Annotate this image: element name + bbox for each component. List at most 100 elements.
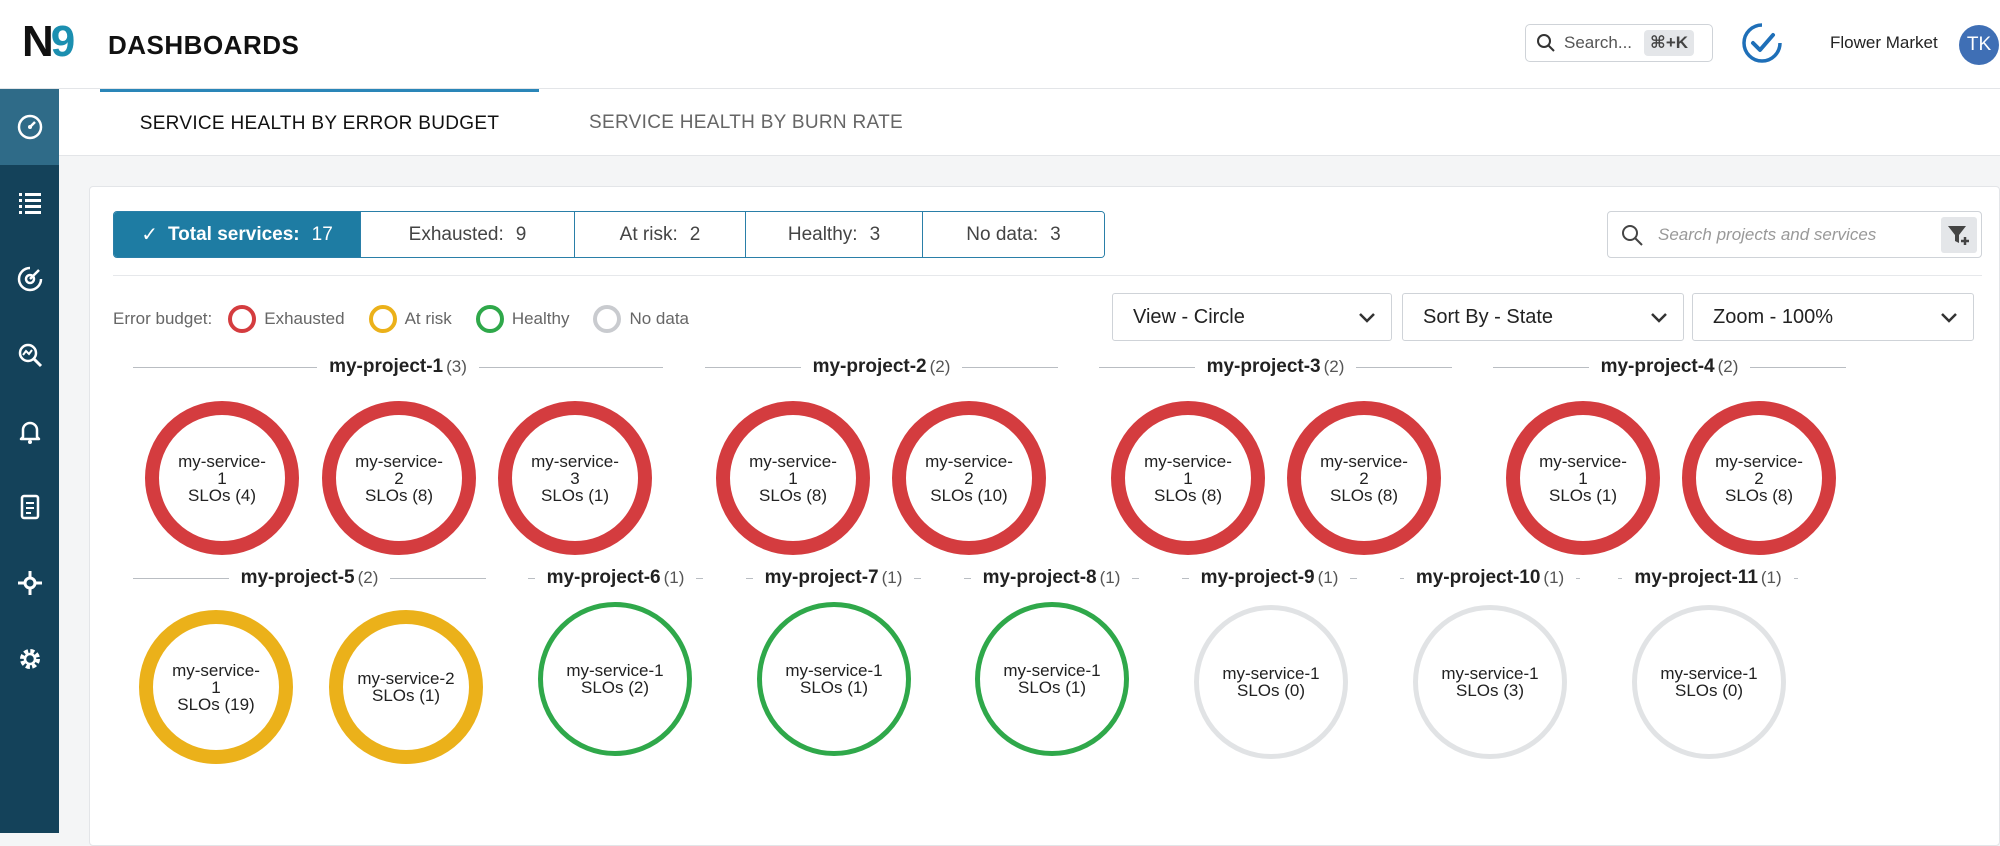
service-circle[interactable]: my-service-1 SLOs (19) <box>139 610 293 764</box>
divider <box>1132 577 1139 579</box>
error-budget-legend: Error budget: Exhausted At risk Healthy … <box>113 305 689 333</box>
integrations-icon <box>17 571 42 595</box>
filter-exhausted[interactable]: Exhausted: 9 <box>360 212 574 257</box>
project-group: my-project-6 (1) my-service-1 SLOs (2) <box>528 567 703 768</box>
service-circle[interactable]: my-service-1 SLOs (8) <box>1111 401 1265 555</box>
divider <box>133 366 318 368</box>
dashboard-gauge-icon <box>17 114 42 140</box>
search-icon <box>1537 34 1555 52</box>
divider <box>1576 577 1581 579</box>
divider <box>1356 366 1452 368</box>
project-name[interactable]: my-project-9 (1) <box>1200 567 1339 588</box>
divider <box>1618 577 1623 579</box>
project-group: my-project-10 (1) my-service-1 SLOs (3) <box>1400 567 1581 768</box>
divider <box>478 366 663 368</box>
chevron-down-icon <box>1359 313 1375 323</box>
legend-swatch <box>228 305 257 333</box>
service-circle[interactable]: my-service-1 SLOs (0) <box>1194 605 1348 759</box>
analyze-icon <box>18 343 42 368</box>
divider <box>746 577 753 579</box>
project-name[interactable]: my-project-2 (2) <box>812 356 951 377</box>
list-icon <box>18 193 41 214</box>
add-filter-button[interactable] <box>1941 217 1977 253</box>
sidebar-item-settings[interactable] <box>0 621 59 697</box>
project-name[interactable]: my-project-1 (3) <box>329 356 467 377</box>
zoom-dropdown[interactable]: Zoom - 100% <box>1692 293 1974 341</box>
filter-at-risk[interactable]: At risk: 2 <box>574 212 745 257</box>
status-check-icon[interactable] <box>1741 22 1783 64</box>
legend-swatch <box>475 305 504 333</box>
service-circle[interactable]: my-service-3 SLOs (1) <box>498 401 652 555</box>
divider <box>964 577 971 579</box>
legend-swatch <box>593 305 622 333</box>
nobl9-logo[interactable]: N9 <box>22 17 75 66</box>
project-name[interactable]: my-project-11 (1) <box>1634 567 1782 588</box>
project-search-placeholder: Search projects and services <box>1658 224 1877 244</box>
project-name[interactable]: my-project-8 (1) <box>982 567 1121 588</box>
project-group: my-project-9 (1) my-service-1 SLOs (0) <box>1182 567 1357 768</box>
filter-healthy[interactable]: Healthy: 3 <box>745 212 922 257</box>
service-circle[interactable]: my-service-2 SLOs (8) <box>1682 401 1836 555</box>
service-circle[interactable]: my-service-2 SLOs (10) <box>892 401 1046 555</box>
sidebar-item-dashboards[interactable] <box>0 89 59 165</box>
divider <box>914 577 921 579</box>
service-circle[interactable]: my-service-1 SLOs (1) <box>757 602 911 756</box>
sidebar-item-reports[interactable] <box>0 469 59 545</box>
project-name[interactable]: my-project-7 (1) <box>764 567 903 588</box>
project-name[interactable]: my-project-6 (1) <box>546 567 685 588</box>
legend-swatch <box>368 305 397 333</box>
sidebar-item-slo-oversight[interactable] <box>0 241 59 317</box>
filter-total-services[interactable]: ✓ Total services: 17 <box>114 212 360 257</box>
service-circle[interactable]: my-service-2 SLOs (8) <box>1287 401 1441 555</box>
service-circle[interactable]: my-service-1 SLOs (4) <box>145 401 299 555</box>
legend-item-at-risk: At risk <box>368 305 452 333</box>
settings-gear-icon <box>19 649 40 669</box>
project-name[interactable]: my-project-4 (2) <box>1600 356 1739 377</box>
view-dropdown[interactable]: View - Circle <box>1112 293 1392 341</box>
service-circle[interactable]: my-service-1 SLOs (1) <box>1506 401 1660 555</box>
global-search[interactable]: Search... ⌘+K <box>1525 24 1713 62</box>
tab-burn-rate[interactable]: SERVICE HEALTH BY BURN RATE <box>589 111 903 133</box>
project-name[interactable]: my-project-3 (2) <box>1206 356 1345 377</box>
sort-dropdown[interactable]: Sort By - State <box>1402 293 1684 341</box>
divider <box>390 577 486 579</box>
chevron-down-icon <box>1941 313 1957 323</box>
top-bar: N9 DASHBOARDS Search... ⌘+K Flower Marke… <box>0 0 2000 89</box>
divider <box>1400 577 1404 579</box>
state-filter-group: ✓ Total services: 17 Exhausted: 9 At risk: 2… <box>113 211 1105 258</box>
project-group: my-project-11 (1) my-service-1 SLOs (0) <box>1618 567 1799 768</box>
divider <box>1793 577 1799 579</box>
project-name[interactable]: my-project-5 (2) <box>240 567 379 588</box>
sidebar-item-service-catalog[interactable] <box>0 165 59 241</box>
tab-error-budget[interactable]: SERVICE HEALTH BY ERROR BUDGET <box>100 89 539 156</box>
divider <box>1099 366 1195 368</box>
divider <box>1750 366 1846 368</box>
global-search-placeholder: Search... <box>1564 33 1633 52</box>
divider <box>1350 577 1357 579</box>
chevron-down-icon <box>1651 313 1667 323</box>
service-circle[interactable]: my-service-1 SLOs (2) <box>538 602 692 756</box>
sidebar-item-analyze[interactable] <box>0 317 59 393</box>
organization-name[interactable]: Flower Market <box>1830 33 1938 52</box>
divider <box>1493 366 1589 368</box>
service-circle[interactable]: my-service-1 SLOs (0) <box>1632 605 1786 759</box>
report-icon <box>20 494 39 520</box>
divider <box>696 577 703 579</box>
avatar[interactable]: TK <box>1959 25 1999 65</box>
project-group: my-project-3 (2) my-service-1 SLOs (8) my-… <box>1099 356 1452 557</box>
divider <box>133 577 229 579</box>
service-circle[interactable]: my-service-1 SLOs (1) <box>975 602 1129 756</box>
project-group: my-project-8 (1) my-service-1 SLOs (1) <box>964 567 1139 768</box>
service-circle[interactable]: my-service-2 SLOs (1) <box>329 610 483 764</box>
project-group: my-project-5 (2) my-service-1 SLOs (19) my… <box>133 567 486 768</box>
project-name[interactable]: my-project-10 (1) <box>1415 567 1565 588</box>
project-search-input[interactable]: Search projects and services <box>1607 211 1982 258</box>
service-circle[interactable]: my-service-1 SLOs (3) <box>1413 605 1567 759</box>
filter-add-icon <box>1948 226 1969 245</box>
service-circle[interactable]: my-service-1 SLOs (8) <box>716 401 870 555</box>
sidebar-item-alerts[interactable] <box>0 393 59 469</box>
sidebar-item-integrations[interactable] <box>0 545 59 621</box>
service-circle[interactable]: my-service-2 SLOs (8) <box>322 401 476 555</box>
filter-no-data[interactable]: No data: 3 <box>922 212 1104 257</box>
divider <box>528 577 535 579</box>
